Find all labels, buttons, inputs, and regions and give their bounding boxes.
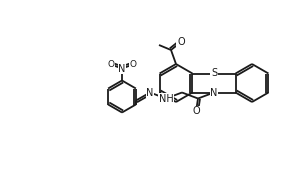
Text: O: O	[192, 107, 200, 116]
Text: O: O	[129, 60, 136, 69]
Text: NH: NH	[159, 93, 173, 104]
Text: O: O	[108, 60, 115, 69]
Text: N: N	[210, 88, 218, 97]
Text: O: O	[177, 37, 185, 47]
Text: S: S	[211, 69, 217, 78]
Text: N: N	[146, 88, 154, 97]
Text: N: N	[118, 63, 126, 74]
